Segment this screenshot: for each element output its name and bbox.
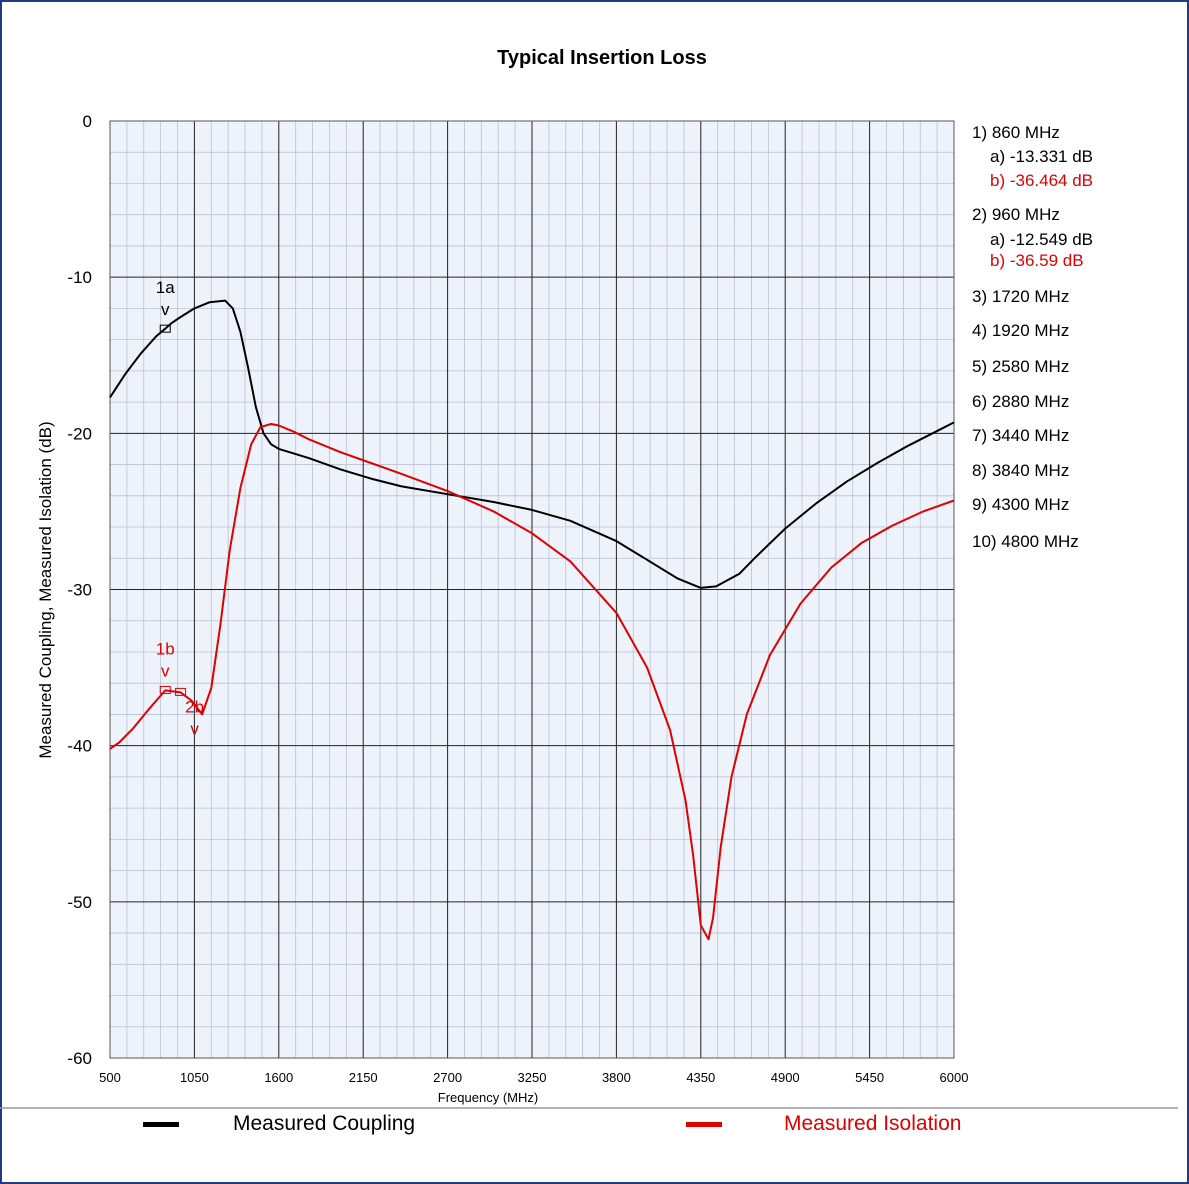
marker-table-row: 9) 4300 MHz <box>972 495 1069 514</box>
legend: Measured Coupling Measured Isolation <box>0 1112 1189 1152</box>
marker-table-row: 7) 3440 MHz <box>972 426 1069 445</box>
x-axis-label: Frequency (MHz) <box>438 1090 538 1105</box>
legend-item-isolation: Measured Isolation <box>686 1112 961 1136</box>
markers: 1a v 1b v 2b v <box>156 278 204 738</box>
x-tick-label: 5450 <box>855 1070 884 1085</box>
y-axis-label: Measured Coupling, Measured Isolation (d… <box>36 421 55 758</box>
marker-table-row: 1) 860 MHz <box>972 123 1060 142</box>
series-lines <box>109 299 955 941</box>
marker-table-row: a) -12.549 dB <box>990 230 1093 249</box>
plot-border <box>109 120 955 1059</box>
legend-label-isolation: Measured Isolation <box>784 1112 962 1135</box>
x-tick-label: 1600 <box>264 1070 293 1085</box>
y-tick-labels: 0 -10 -20 -30 -40 -50 -60 <box>67 112 92 1068</box>
legend-label-coupling: Measured Coupling <box>233 1112 416 1135</box>
marker-arrow-2b: v <box>190 719 199 738</box>
x-tick-label: 3800 <box>602 1070 631 1085</box>
marker-table-row: 8) 3840 MHz <box>972 461 1069 480</box>
y-tick-label: -10 <box>67 268 92 287</box>
x-tick-label: 3250 <box>518 1070 547 1085</box>
y-tick-label: -30 <box>67 581 92 600</box>
marker-table-row: 10) 4800 MHz <box>972 532 1079 551</box>
x-tick-label: 4900 <box>771 1070 800 1085</box>
marker-table: 1) 860 MHz a) -13.331 dB b) -36.464 dB 2) 9… <box>972 123 1093 551</box>
x-tick-label: 500 <box>99 1070 121 1085</box>
marker-table-row: b) -36.464 dB <box>990 171 1093 190</box>
y-tick-label: -50 <box>67 893 92 912</box>
marker-point-2b <box>175 687 187 696</box>
marker-label-2b: 2b <box>185 697 204 716</box>
x-tick-label: 2150 <box>349 1070 378 1085</box>
marker-table-row: 3) 1720 MHz <box>972 287 1069 306</box>
x-tick-label: 4350 <box>686 1070 715 1085</box>
y-tick-label: -60 <box>67 1049 92 1068</box>
series-line-measured-isolation <box>109 423 955 941</box>
x-tick-label: 1050 <box>180 1070 209 1085</box>
marker-table-row: 6) 2880 MHz <box>972 392 1069 411</box>
chart-title: Typical Insertion Loss <box>497 47 707 69</box>
marker-point-1b <box>159 685 171 694</box>
y-tick-label: -40 <box>67 737 92 756</box>
legend-swatch-isolation <box>686 1121 722 1127</box>
marker-arrow-1a: v <box>161 300 170 319</box>
chart-svg: Typical Insertion Loss 500 1050 1600 2150 27… <box>0 47 1178 1109</box>
marker-table-row: 4) 1920 MHz <box>972 321 1069 340</box>
marker-table-row: 2) 960 MHz <box>972 205 1060 224</box>
x-tick-labels: 500 1050 1600 2150 2700 3250 3800 4350 4900 5450 6… <box>99 1070 968 1085</box>
legend-item-coupling: Measured Coupling <box>143 1112 415 1136</box>
y-tick-label: -20 <box>67 424 92 443</box>
marker-table-row: a) -13.331 dB <box>990 147 1093 166</box>
marker-arrow-1b: v <box>161 661 170 680</box>
marker-point-1a <box>159 324 171 333</box>
marker-label-1a: 1a <box>156 278 175 297</box>
major-grid <box>110 121 954 1058</box>
marker-table-row: b) -36.59 dB <box>990 251 1084 270</box>
y-tick-label: 0 <box>83 112 92 131</box>
marker-label-1b: 1b <box>156 639 175 658</box>
legend-swatch-coupling <box>143 1121 179 1127</box>
series-line-measured-coupling <box>109 299 955 589</box>
marker-table-row: 5) 2580 MHz <box>972 357 1069 376</box>
x-tick-label: 6000 <box>940 1070 969 1085</box>
x-tick-label: 2700 <box>433 1070 462 1085</box>
